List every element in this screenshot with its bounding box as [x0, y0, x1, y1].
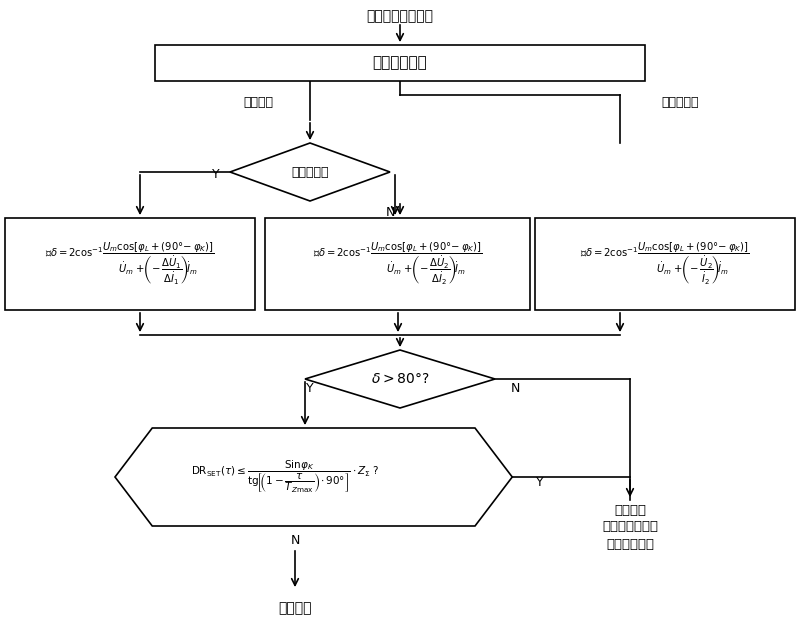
Bar	[535, 218, 795, 310]
Text: 较快速度跳闸: 较快速度跳闸	[606, 537, 654, 551]
Text: 对称故障？: 对称故障？	[291, 166, 329, 179]
Text: 允许继电保护以: 允许继电保护以	[602, 520, 658, 534]
Text: 判断运行状态: 判断运行状态	[373, 56, 427, 70]
Bar	[265, 218, 530, 310]
Polygon shape	[115, 428, 512, 526]
Bar	[155, 45, 645, 81]
Polygon shape	[230, 143, 390, 201]
Text: $\mathrm{DR}_{\mathrm{SET}}(\tau)\leq\dfrac{\mathrm{Sin}\varphi_K}{\mathrm{tg}\!: $\mathrm{DR}_{\mathrm{SET}}(\tau)\leq\df…	[190, 459, 379, 495]
Text: Y: Y	[537, 475, 544, 488]
Text: 全相运行: 全相运行	[243, 97, 273, 110]
Text: Y: Y	[306, 382, 314, 396]
Text: $求\delta=2\cos^{-1}\!\dfrac{U_m\cos[\varphi_L+(90°\!-\varphi_K)]}{\dot{U}_m+\!\l: $求\delta=2\cos^{-1}\!\dfrac{U_m\cos[\var…	[580, 241, 750, 287]
Text: $求\delta=2\cos^{-1}\!\dfrac{U_m\cos[\varphi_L+(90°\!-\varphi_K)]}{\dot{U}_m+\!\l: $求\delta=2\cos^{-1}\!\dfrac{U_m\cos[\var…	[46, 241, 214, 287]
Bar	[5, 218, 255, 310]
Text: N: N	[386, 206, 394, 219]
Polygon shape	[305, 350, 495, 408]
Text: N: N	[290, 534, 300, 547]
Text: $求\delta=2\cos^{-1}\!\dfrac{U_m\cos[\varphi_L+(90°\!-\varphi_K)]}{\dot{U}_m+\!\l: $求\delta=2\cos^{-1}\!\dfrac{U_m\cos[\var…	[313, 241, 482, 287]
Text: 振荡状态: 振荡状态	[278, 601, 312, 615]
Text: 故障状态: 故障状态	[614, 503, 646, 517]
Text: 振荡识别程序入口: 振荡识别程序入口	[366, 9, 434, 23]
Text: 非全相运行: 非全相运行	[662, 97, 698, 110]
Text: $\delta>80°$?: $\delta>80°$?	[370, 372, 430, 386]
Text: N: N	[510, 382, 520, 396]
Text: Y: Y	[212, 167, 220, 181]
